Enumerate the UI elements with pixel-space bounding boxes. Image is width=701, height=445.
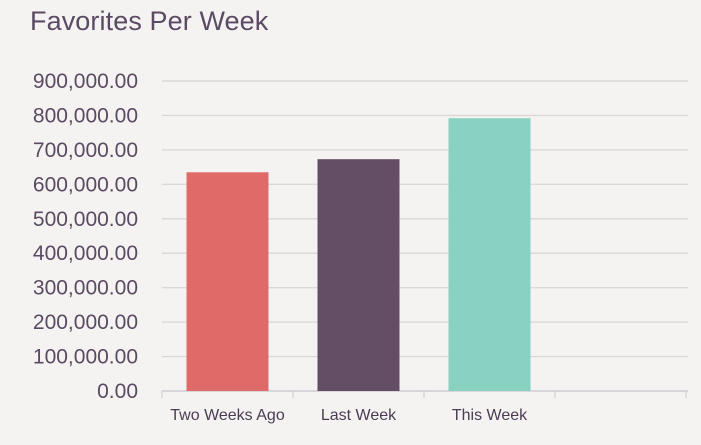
x-tick-label: Last Week <box>321 407 397 424</box>
x-tick-label: This Week <box>452 407 528 424</box>
x-tick-label: Two Weeks Ago <box>170 407 285 424</box>
y-tick-label: 200,000.00 <box>33 311 138 334</box>
y-tick-label: 100,000.00 <box>33 346 138 369</box>
y-tick-label: 700,000.00 <box>33 139 138 162</box>
bar-two-weeks-ago[interactable] <box>186 172 269 391</box>
y-tick-label: 800,000.00 <box>33 104 138 127</box>
y-tick-label: 400,000.00 <box>33 242 138 265</box>
y-tick-label: 0.00 <box>97 380 138 403</box>
bar-last-week[interactable] <box>317 159 400 391</box>
bar-this-week[interactable] <box>448 118 531 391</box>
chart-title: Favorites Per Week <box>30 6 269 36</box>
y-tick-label: 500,000.00 <box>33 208 138 231</box>
y-tick-label: 900,000.00 <box>33 70 138 93</box>
y-tick-label: 300,000.00 <box>33 277 138 300</box>
y-tick-label: 600,000.00 <box>33 173 138 196</box>
